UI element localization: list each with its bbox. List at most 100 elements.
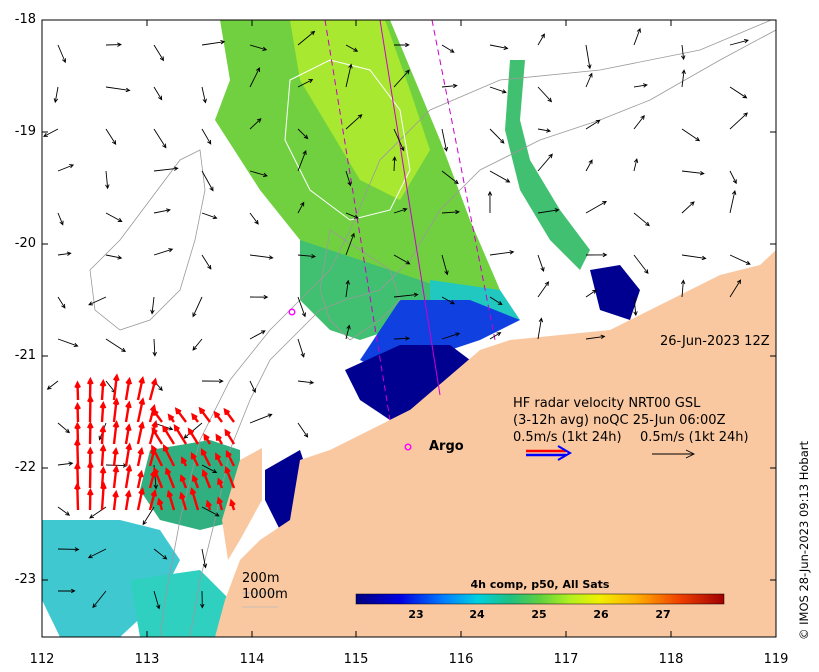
current-arrow xyxy=(729,38,749,46)
radar-arrow xyxy=(174,407,187,423)
contour-plateau xyxy=(89,149,206,331)
radar-arrow xyxy=(112,489,119,511)
radar-arrow xyxy=(187,427,200,445)
current-arrow xyxy=(393,336,410,341)
current-arrow xyxy=(57,212,64,226)
lat-tick-label: -22 xyxy=(14,460,36,475)
depth-label-200m: 200m xyxy=(242,571,280,586)
current-arrow xyxy=(729,254,751,265)
current-arrow xyxy=(729,279,742,298)
radar-arrow xyxy=(224,465,236,489)
current-arrow xyxy=(57,461,74,466)
current-arrow xyxy=(57,588,76,594)
sst-patch-east-navy xyxy=(590,265,640,320)
lon-tick-label: 113 xyxy=(134,652,160,667)
credit-text: © IMOS 28-Jun-2023 09:13 Hobart xyxy=(797,440,811,640)
lat-tick-label: -19 xyxy=(14,124,36,139)
current-arrow xyxy=(297,380,315,385)
radar-arrow xyxy=(215,433,224,445)
current-arrow xyxy=(297,254,316,259)
current-arrow xyxy=(192,338,203,351)
radar-arrow xyxy=(99,378,107,401)
radar-arrow xyxy=(112,397,120,423)
radar-arrow xyxy=(87,460,94,489)
radar-arrow xyxy=(100,481,107,511)
radar-arrow xyxy=(190,451,200,467)
current-arrow xyxy=(537,281,550,298)
current-arrow xyxy=(633,158,639,172)
current-arrow xyxy=(57,164,75,172)
radar-arrow xyxy=(173,424,188,445)
current-arrow xyxy=(57,547,80,552)
current-arrow xyxy=(441,332,461,340)
radar-arrow xyxy=(99,424,107,445)
current-arrow xyxy=(249,170,268,178)
current-arrow xyxy=(297,128,309,140)
contour-ridge xyxy=(319,229,401,341)
current-arrow xyxy=(681,201,695,214)
current-arrow xyxy=(297,422,309,438)
current-arrow xyxy=(585,159,593,172)
current-arrow xyxy=(345,44,359,52)
current-arrow xyxy=(105,42,122,47)
hf-radar-arrows xyxy=(74,373,236,511)
radar-arrow xyxy=(136,446,144,467)
current-arrow xyxy=(585,119,601,130)
radar-arrow xyxy=(124,442,133,467)
argo-marker xyxy=(288,308,296,316)
current-arrow xyxy=(297,338,305,358)
radar-arrow xyxy=(225,449,236,467)
current-arrow xyxy=(105,86,131,93)
radar-arrow xyxy=(99,443,107,467)
current-arrow xyxy=(633,114,645,130)
current-arrow xyxy=(585,44,592,70)
legend-line-2: (3-12h avg) noQC 25-Jun 06:00Z xyxy=(513,413,726,428)
current-arrow xyxy=(537,86,553,103)
plot-frame xyxy=(41,19,777,638)
current-arrow xyxy=(153,128,167,149)
radar-arrow xyxy=(217,477,224,489)
radar-arrow xyxy=(86,487,94,511)
colorbar-tick: 27 xyxy=(655,608,671,621)
current-arrow xyxy=(201,506,220,517)
current-arrow xyxy=(201,39,226,46)
current-arrow xyxy=(585,72,593,88)
current-arrow xyxy=(345,232,355,256)
current-arrow xyxy=(201,86,207,104)
lon-tick-label: 119 xyxy=(763,652,789,667)
radar-arrow xyxy=(136,376,146,401)
current-arrow xyxy=(297,201,305,214)
current-arrow xyxy=(249,294,269,300)
radar-arrow xyxy=(166,489,176,511)
current-arrow xyxy=(345,279,350,298)
radar-arrow xyxy=(112,446,119,467)
lon-tick-label: 115 xyxy=(343,652,369,667)
current-arrow xyxy=(105,254,123,260)
current-arrow xyxy=(489,44,509,50)
current-arrow xyxy=(729,170,737,185)
current-arrow xyxy=(153,208,171,214)
radar-arrow xyxy=(224,428,236,445)
legend-line-3-right: 0.5m/s (1kt 24h) xyxy=(640,430,749,445)
sst-patch-south-cyan xyxy=(130,570,230,637)
current-arrow xyxy=(57,296,66,309)
radar-arrow xyxy=(74,380,81,401)
current-arrow xyxy=(729,112,748,130)
current-arrow xyxy=(681,69,686,88)
radar-arrow xyxy=(136,397,146,423)
current-arrow xyxy=(43,128,59,137)
radar-arrow xyxy=(151,444,164,467)
radar-arrow xyxy=(201,468,212,489)
current-arrow xyxy=(393,254,411,265)
legend-line-3-left: 0.5m/s (1kt 24h) xyxy=(513,430,622,445)
radar-arrow xyxy=(216,496,224,511)
sst-patch-yellowgreen xyxy=(290,20,430,200)
current-arrow xyxy=(201,378,224,384)
radar-arrow xyxy=(205,499,212,511)
current-arrow xyxy=(201,254,212,270)
current-arrow xyxy=(105,128,117,145)
current-arrow xyxy=(680,279,686,298)
current-arrow xyxy=(89,506,107,519)
current-arrow xyxy=(249,118,262,130)
current-arrow xyxy=(297,296,306,318)
